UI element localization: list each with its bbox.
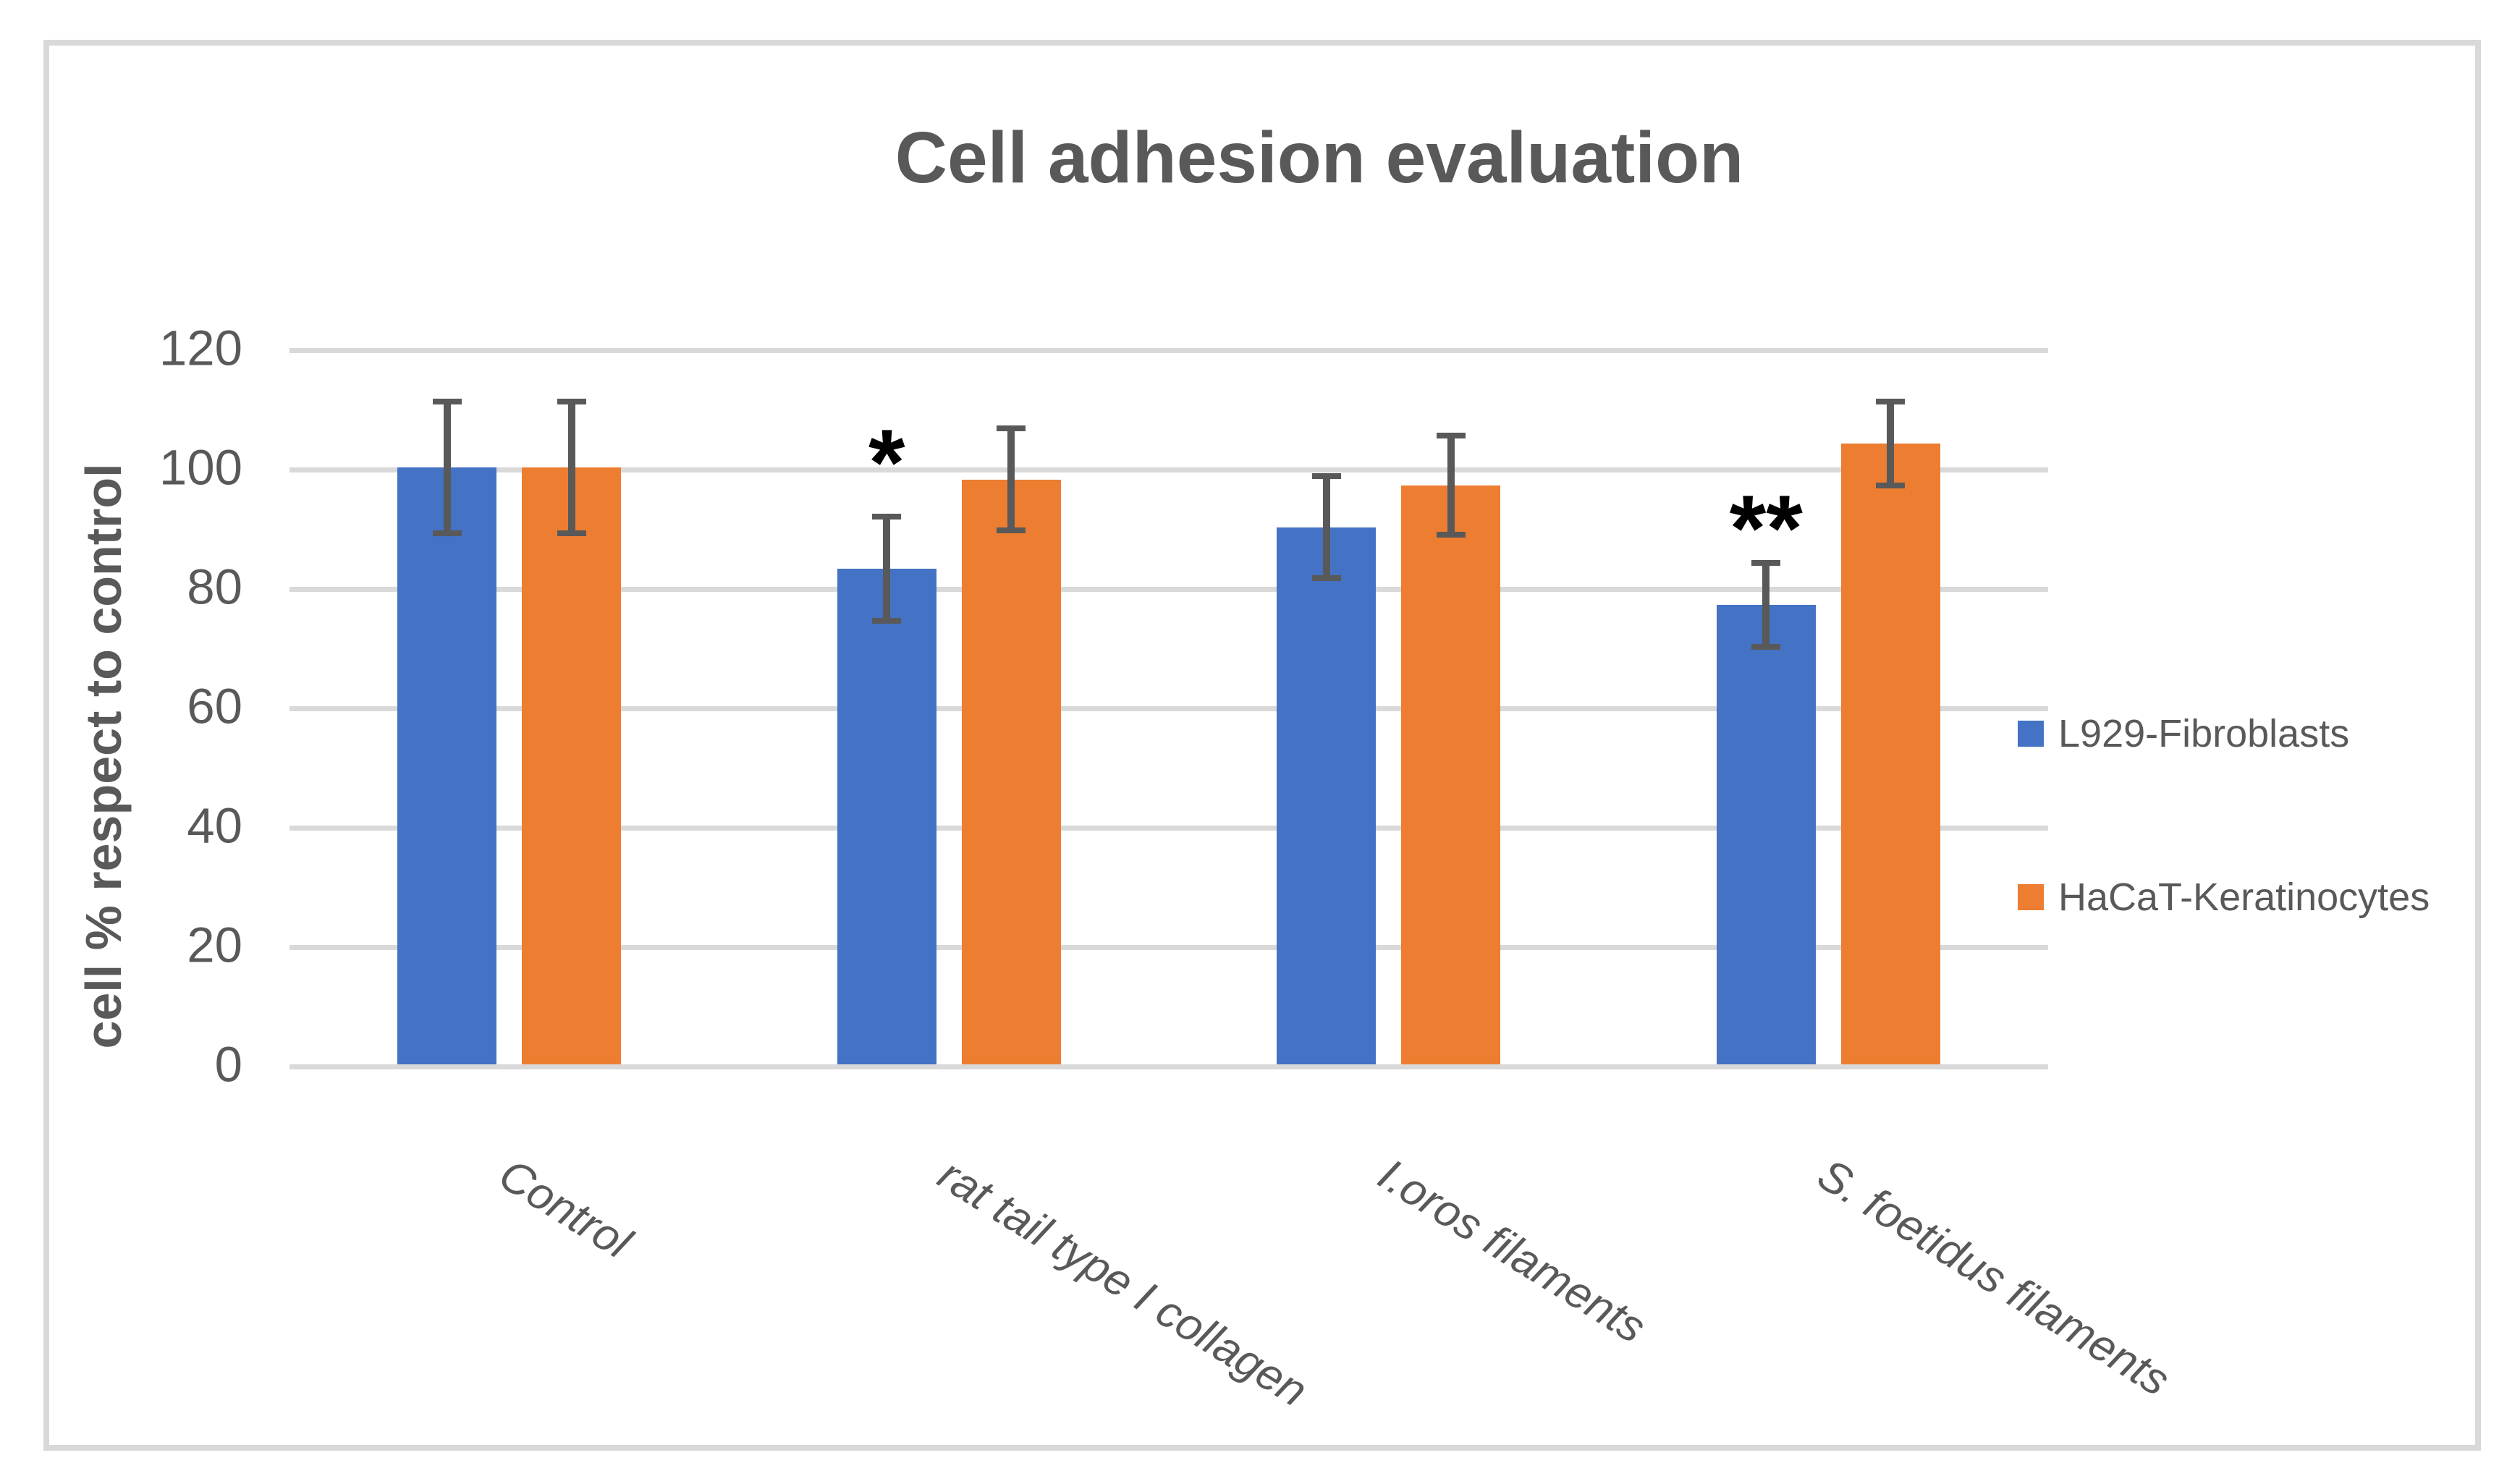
bar-HaCaT-Keratinocytes-rat tail type I collagen: [961, 479, 1061, 1064]
error-bar-line-L929-Fibroblasts-S. foetidus filaments: [1762, 563, 1770, 647]
y-tick-label-100: 100: [158, 439, 242, 496]
significance-annotation-2: **: [1729, 475, 1803, 581]
legend-label-hacat: HaCaT-Keratinocytes: [2058, 875, 2430, 919]
gridline-0: [289, 1064, 2048, 1069]
error-bar-cap-bottom-L929-Fibroblasts-rat tail type I collagen: [872, 618, 902, 624]
gridline-20: [289, 945, 2048, 950]
y-tick-label-0: 0: [214, 1036, 242, 1093]
legend-item-hacat: HaCaT-Keratinocytes: [2018, 878, 2430, 917]
gridline-120: [289, 348, 2048, 353]
bar-HaCaT-Keratinocytes-Control: [522, 467, 622, 1064]
error-bar-cap-bottom-L929-Fibroblasts-S. foetidus filaments: [1751, 643, 1781, 650]
legend-swatch-l929: [2018, 721, 2044, 747]
bar-L929-Fibroblasts-S. foetidus filaments: [1716, 604, 1816, 1064]
error-bar-cap-top-L929-Fibroblasts-S. foetidus filaments: [1751, 560, 1781, 566]
legend-swatch-hacat: [2018, 884, 2044, 910]
error-bar-cap-top-L929-Fibroblasts-I.oros filaments: [1311, 473, 1341, 480]
error-bar-line-HaCaT-Keratinocytes-Control: [567, 402, 575, 533]
bar-HaCaT-Keratinocytes-S. foetidus filaments: [1840, 444, 1940, 1064]
error-bar-line-HaCaT-Keratinocytes-I.oros filaments: [1447, 436, 1455, 535]
error-bar-cap-bottom-HaCaT-Keratinocytes-Control: [557, 530, 586, 536]
bar-L929-Fibroblasts-Control: [397, 467, 497, 1064]
error-bar-cap-top-HaCaT-Keratinocytes-I.oros filaments: [1436, 433, 1466, 439]
gridline-80: [289, 587, 2048, 592]
error-bar-cap-top-HaCaT-Keratinocytes-S. foetidus filaments: [1876, 399, 1906, 405]
error-bar-cap-bottom-HaCaT-Keratinocytes-I.oros filaments: [1436, 532, 1466, 538]
y-tick-label-120: 120: [158, 320, 242, 376]
y-tick-label-20: 20: [187, 917, 242, 973]
error-bar-cap-bottom-HaCaT-Keratinocytes-rat tail type I collagen: [997, 527, 1026, 534]
error-bar-line-L929-Fibroblasts-Control: [443, 402, 451, 533]
gridline-40: [289, 826, 2048, 831]
bar-HaCaT-Keratinocytes-I.oros filaments: [1401, 485, 1501, 1064]
error-bar-cap-top-L929-Fibroblasts-rat tail type I collagen: [872, 514, 902, 520]
error-bar-cap-bottom-L929-Fibroblasts-I.oros filaments: [1311, 574, 1341, 581]
y-tick-label-80: 80: [187, 559, 242, 615]
legend-label-l929: L929-Fibroblasts: [2058, 712, 2350, 755]
error-bar-cap-bottom-L929-Fibroblasts-Control: [432, 530, 462, 536]
error-bar-cap-bottom-HaCaT-Keratinocytes-S. foetidus filaments: [1876, 482, 1906, 488]
legend-item-l929: L929-Fibroblasts: [2018, 714, 2349, 753]
y-tick-label-60: 60: [187, 678, 242, 734]
gridline-100: [289, 467, 2048, 472]
error-bar-cap-top-HaCaT-Keratinocytes-Control: [557, 399, 586, 405]
y-tick-label-40: 40: [187, 797, 242, 854]
bar-L929-Fibroblasts-rat tail type I collagen: [837, 569, 936, 1064]
bar-L929-Fibroblasts-I.oros filaments: [1277, 527, 1377, 1064]
gridline-60: [289, 706, 2048, 711]
error-bar-cap-top-L929-Fibroblasts-Control: [432, 399, 462, 405]
error-bar-line-L929-Fibroblasts-rat tail type I collagen: [883, 517, 891, 622]
error-bar-line-L929-Fibroblasts-I.oros filaments: [1322, 476, 1330, 578]
chart-title: Cell adhesion evaluation: [895, 117, 1744, 198]
error-bar-line-HaCaT-Keratinocytes-S. foetidus filaments: [1887, 402, 1895, 486]
significance-annotation-1: *: [868, 409, 905, 515]
error-bar-line-HaCaT-Keratinocytes-rat tail type I collagen: [1007, 428, 1015, 531]
error-bar-cap-top-HaCaT-Keratinocytes-rat tail type I collagen: [997, 425, 1026, 431]
